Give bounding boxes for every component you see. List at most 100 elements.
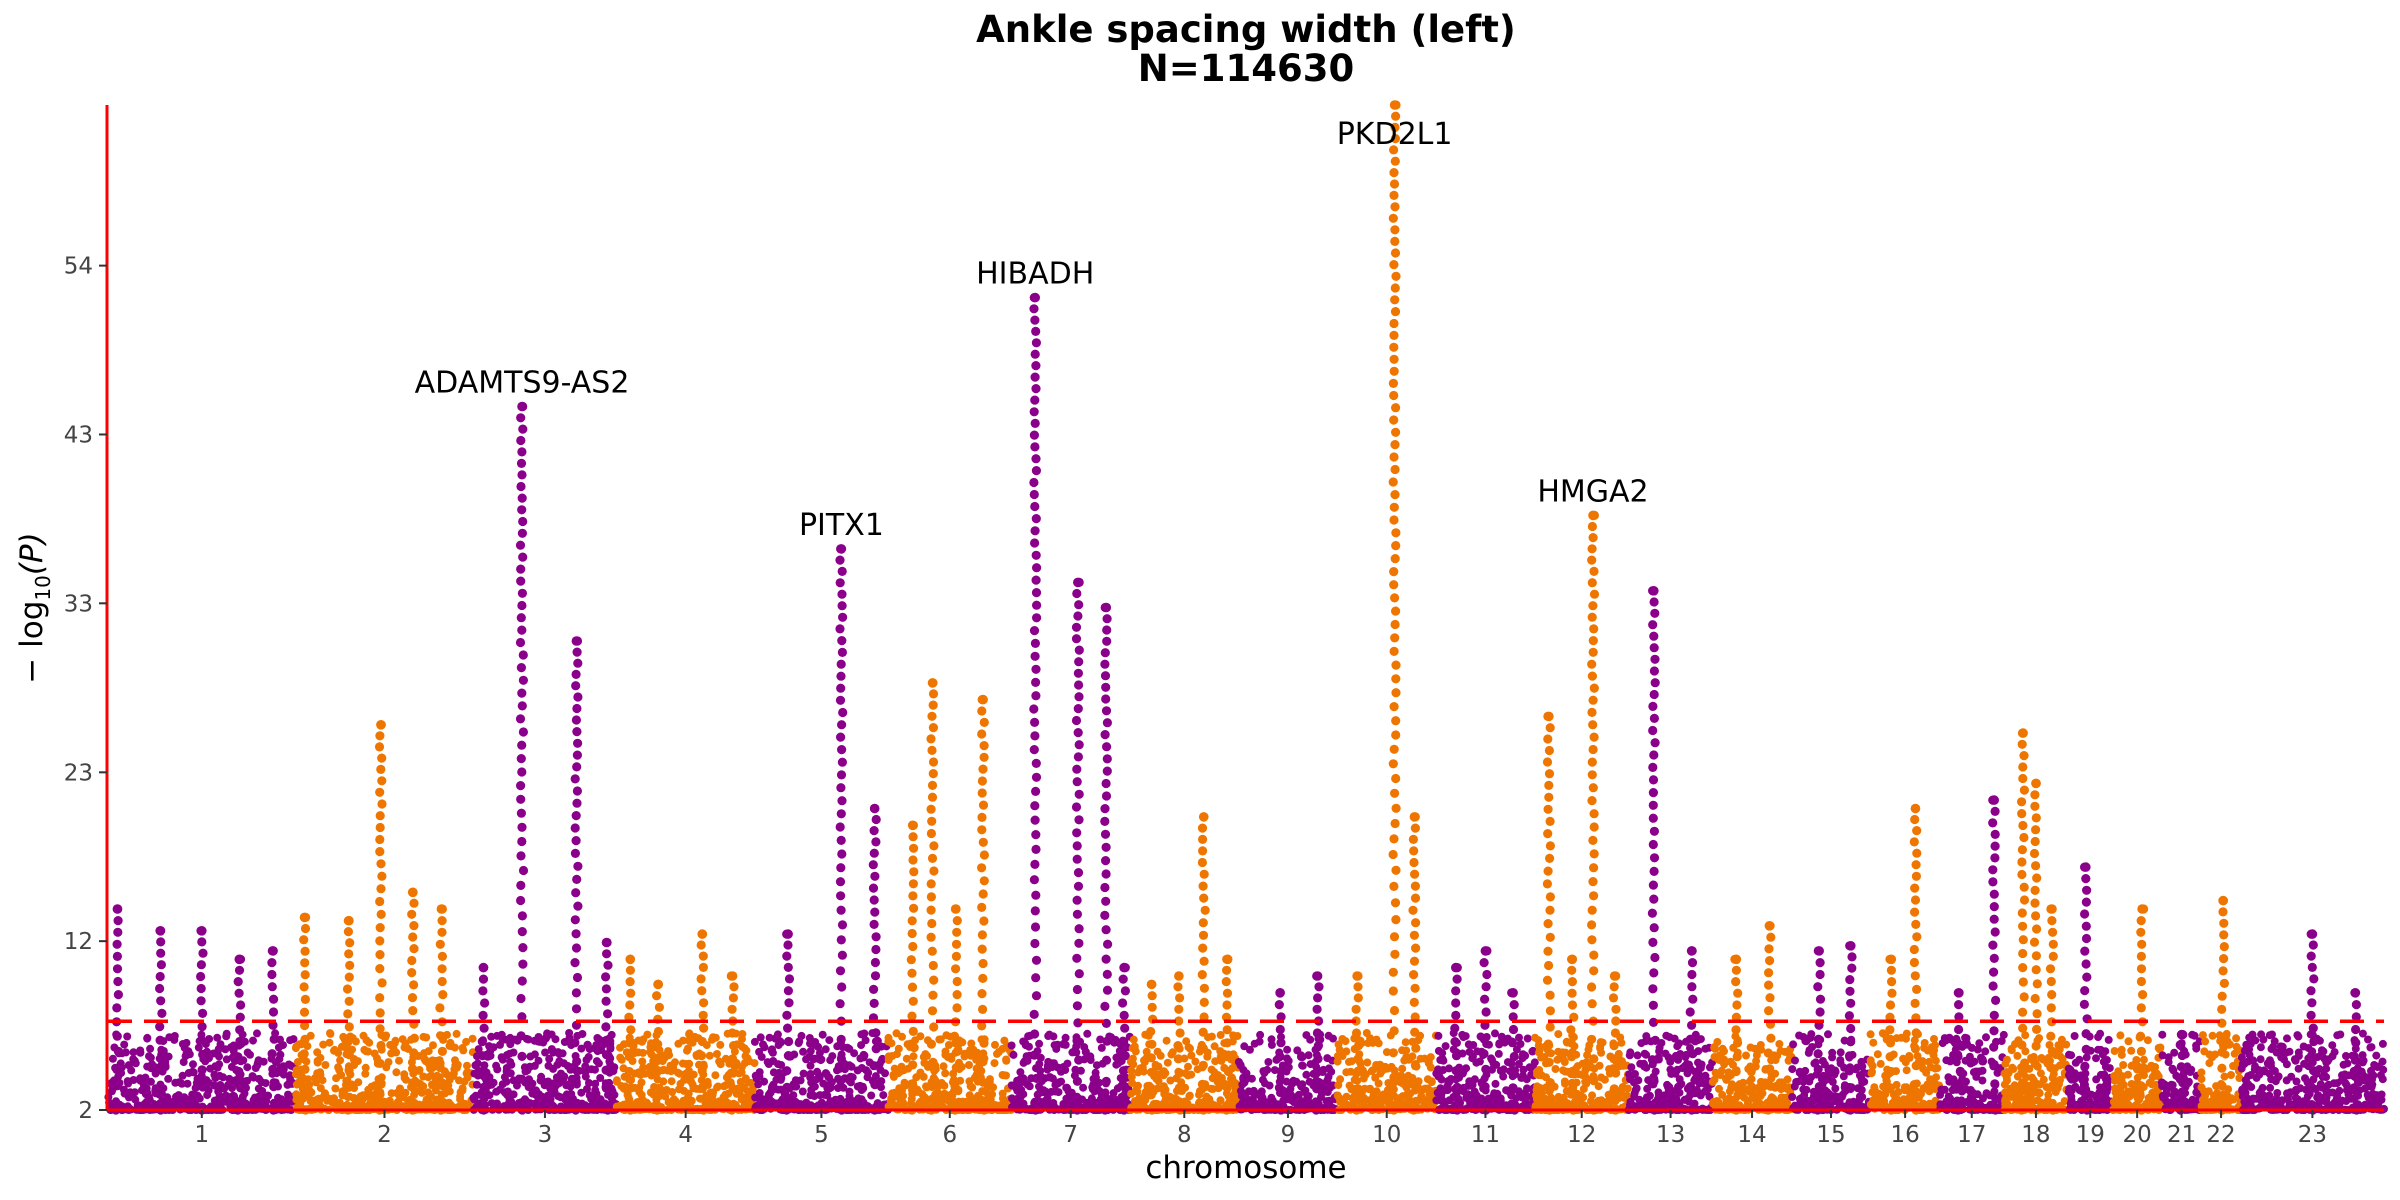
- snp-point: [505, 1049, 514, 1058]
- peak-point: [437, 1031, 447, 1041]
- peak-point: [1587, 796, 1597, 806]
- peak-point: [952, 990, 962, 1000]
- snp-point: [1324, 1031, 1333, 1040]
- peak-point: [625, 977, 635, 987]
- peak-top-point: [783, 929, 793, 939]
- snp-point: [1116, 1074, 1125, 1083]
- peak-point: [1389, 168, 1399, 178]
- peak-point: [836, 1054, 847, 1064]
- peak-point: [1410, 823, 1420, 833]
- peak-point: [1101, 706, 1112, 716]
- peak-point: [114, 1063, 124, 1073]
- peak-point: [112, 964, 123, 974]
- snp-point: [171, 1096, 180, 1105]
- peak-point: [1567, 965, 1577, 975]
- snp-point: [509, 1076, 518, 1085]
- peak-point: [1198, 943, 1208, 953]
- peak-point: [952, 976, 962, 987]
- peak-point: [571, 1004, 582, 1014]
- peak-point: [154, 1065, 164, 1075]
- peak-point: [1408, 1079, 1418, 1089]
- snp-point: [850, 1049, 859, 1058]
- snp-point: [1127, 1066, 1136, 1075]
- peak-point: [1119, 1010, 1129, 1021]
- peak-top-point: [927, 678, 938, 688]
- peak-point: [573, 692, 583, 702]
- snp-point: [685, 1059, 694, 1068]
- snp-point: [1336, 1097, 1345, 1106]
- snp-point: [1512, 1094, 1521, 1103]
- peak-point: [196, 996, 206, 1006]
- snp-point: [365, 1038, 374, 1047]
- peak-point: [1410, 1027, 1420, 1037]
- peak-point: [1567, 1066, 1577, 1077]
- snp-point: [585, 1091, 594, 1100]
- peak-point: [344, 1050, 354, 1060]
- peak-point: [1197, 1079, 1207, 1089]
- peak-point: [869, 998, 879, 1009]
- peak-point: [437, 951, 447, 962]
- peak-point: [1587, 555, 1597, 565]
- peak-point: [1391, 773, 1401, 784]
- peak-point: [1587, 935, 1597, 945]
- peak-point: [409, 898, 419, 908]
- peak-point: [1198, 881, 1208, 891]
- peak-point: [1101, 694, 1111, 704]
- snp-point: [1112, 1060, 1121, 1069]
- peak-point: [407, 1064, 418, 1074]
- peak-point: [1074, 1055, 1084, 1065]
- snp-point: [526, 1084, 535, 1093]
- peak-point: [1589, 1076, 1599, 1086]
- peak-point: [375, 1024, 385, 1034]
- snp-point: [1554, 1047, 1563, 1056]
- snp-point: [977, 1067, 986, 1075]
- snp-point: [1025, 1042, 1033, 1051]
- peak-point: [113, 916, 123, 926]
- snp-point: [1096, 1035, 1105, 1044]
- snp-point: [487, 1099, 496, 1108]
- peak-point: [517, 1012, 527, 1022]
- snp-point: [1302, 1070, 1311, 1079]
- snp-point: [336, 1056, 345, 1065]
- snp-point: [941, 1069, 950, 1078]
- peak-point: [926, 905, 936, 915]
- snp-point: [895, 1084, 904, 1093]
- snp-point: [394, 1090, 403, 1099]
- peak-point: [1074, 815, 1084, 825]
- peak-point: [603, 960, 613, 970]
- peak-point: [868, 860, 878, 870]
- peak-point: [1544, 769, 1555, 779]
- peak-point: [1199, 983, 1209, 993]
- snp-point: [789, 1091, 798, 1100]
- snp-point: [1255, 1037, 1264, 1046]
- snp-point: [284, 1060, 293, 1069]
- peak-point: [837, 950, 848, 960]
- snp-point: [688, 1080, 697, 1089]
- peak-point: [1542, 757, 1553, 767]
- peak-point: [1276, 1038, 1286, 1048]
- peak-point: [1354, 1041, 1364, 1051]
- peak-point: [516, 880, 526, 891]
- peak-point: [783, 962, 793, 973]
- snp-point: [940, 1093, 949, 1102]
- snp-point: [948, 1095, 957, 1104]
- peak-point: [570, 848, 581, 859]
- snp-point: [1596, 1042, 1605, 1051]
- peak-point: [950, 1081, 960, 1091]
- peak-point: [1274, 1083, 1284, 1093]
- snp-point: [1600, 1075, 1609, 1084]
- snp-point: [580, 1067, 589, 1076]
- peak-point: [1030, 315, 1040, 325]
- snp-point: [629, 1046, 638, 1055]
- peak-point: [1312, 1084, 1322, 1094]
- peak-point: [1567, 988, 1577, 998]
- peak-point: [269, 994, 279, 1004]
- peak-point: [1030, 859, 1040, 870]
- peak-point: [928, 689, 939, 699]
- snp-point: [1561, 1079, 1569, 1088]
- peak-point: [869, 848, 879, 858]
- peak-top-point: [1199, 812, 1209, 822]
- peak-point: [624, 1052, 635, 1062]
- peak-point: [783, 1023, 793, 1033]
- peak-point: [1102, 985, 1113, 995]
